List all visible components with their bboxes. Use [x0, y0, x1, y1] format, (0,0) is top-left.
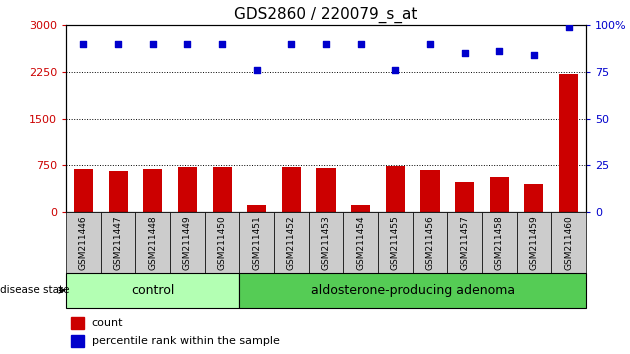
- Title: GDS2860 / 220079_s_at: GDS2860 / 220079_s_at: [234, 7, 418, 23]
- Bar: [178, 167, 197, 212]
- Text: GSM211453: GSM211453: [321, 215, 331, 270]
- Bar: [101, 212, 135, 273]
- Text: GSM211460: GSM211460: [564, 215, 573, 270]
- Point: [147, 41, 158, 46]
- Bar: [239, 273, 586, 308]
- Point: [286, 41, 297, 46]
- Point: [78, 41, 88, 46]
- Text: percentile rank within the sample: percentile rank within the sample: [91, 336, 280, 346]
- Bar: [205, 212, 239, 273]
- Bar: [316, 168, 336, 212]
- Text: GSM211454: GSM211454: [356, 215, 365, 270]
- Text: disease state: disease state: [0, 285, 69, 295]
- Bar: [386, 166, 405, 212]
- Bar: [212, 167, 232, 212]
- Bar: [378, 212, 413, 273]
- Point: [563, 24, 573, 29]
- Bar: [343, 212, 378, 273]
- Point: [113, 41, 123, 46]
- Bar: [524, 184, 544, 212]
- Point: [183, 41, 193, 46]
- Bar: [239, 212, 274, 273]
- Point: [355, 41, 365, 46]
- Bar: [247, 205, 266, 212]
- Text: aldosterone-producing adenoma: aldosterone-producing adenoma: [311, 284, 515, 297]
- Point: [321, 41, 331, 46]
- Point: [460, 50, 470, 56]
- Bar: [66, 273, 239, 308]
- Text: GSM211455: GSM211455: [391, 215, 400, 270]
- Text: control: control: [131, 284, 175, 297]
- Bar: [551, 212, 586, 273]
- Text: GSM211459: GSM211459: [529, 215, 539, 270]
- Point: [252, 67, 262, 73]
- Bar: [108, 171, 128, 212]
- Text: GSM211446: GSM211446: [79, 215, 88, 270]
- Bar: [447, 212, 482, 273]
- Bar: [309, 212, 343, 273]
- Point: [494, 48, 504, 54]
- Text: GSM211457: GSM211457: [460, 215, 469, 270]
- Bar: [490, 177, 509, 212]
- Bar: [143, 169, 163, 212]
- Bar: [170, 212, 205, 273]
- Bar: [66, 212, 101, 273]
- Text: GSM211452: GSM211452: [287, 215, 296, 270]
- Point: [425, 41, 435, 46]
- Bar: [71, 335, 84, 347]
- Bar: [135, 212, 170, 273]
- Text: GSM211449: GSM211449: [183, 215, 192, 270]
- Text: GSM211447: GSM211447: [113, 215, 123, 270]
- Bar: [351, 205, 370, 212]
- Bar: [420, 170, 440, 212]
- Bar: [413, 212, 447, 273]
- Text: GSM211448: GSM211448: [148, 215, 158, 270]
- Point: [217, 41, 227, 46]
- Bar: [74, 169, 93, 212]
- Text: GSM211451: GSM211451: [252, 215, 261, 270]
- Bar: [482, 212, 517, 273]
- Point: [529, 52, 539, 58]
- Text: count: count: [91, 318, 123, 328]
- Bar: [517, 212, 551, 273]
- Text: GSM211458: GSM211458: [495, 215, 504, 270]
- Bar: [274, 212, 309, 273]
- Bar: [559, 74, 578, 212]
- Bar: [282, 167, 301, 212]
- Point: [390, 67, 400, 73]
- Text: GSM211456: GSM211456: [425, 215, 435, 270]
- Text: GSM211450: GSM211450: [217, 215, 227, 270]
- Bar: [455, 182, 474, 212]
- Bar: [71, 317, 84, 329]
